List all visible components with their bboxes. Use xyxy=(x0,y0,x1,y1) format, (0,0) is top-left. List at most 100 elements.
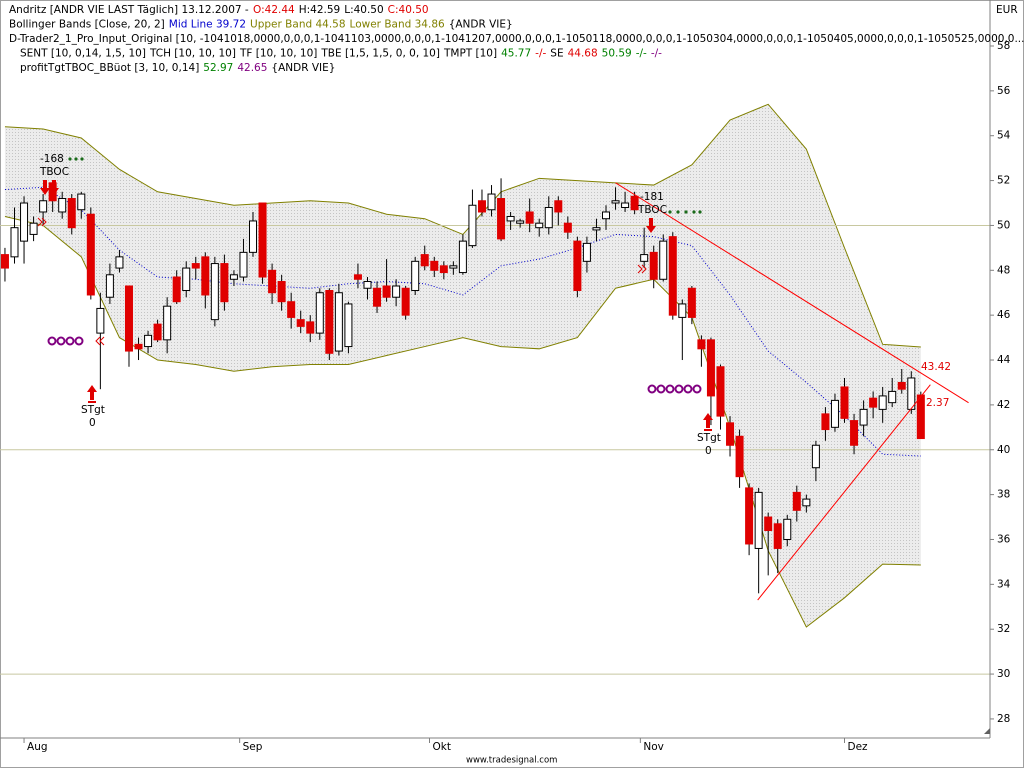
legend-text: 50.59 xyxy=(602,48,632,60)
candle-body xyxy=(191,263,200,269)
candle-body xyxy=(735,435,744,478)
candle-body xyxy=(592,227,601,231)
candle-body xyxy=(640,254,649,262)
candle-body xyxy=(105,274,114,298)
candle-body xyxy=(325,289,334,354)
candle-body xyxy=(392,285,401,298)
candle-body xyxy=(706,339,715,397)
target-circles xyxy=(47,336,702,394)
signal-arrows xyxy=(40,180,713,431)
legend-text: -/- xyxy=(636,48,647,60)
y-tick-label: 48 xyxy=(997,264,1010,276)
annotation: TBOC xyxy=(637,204,667,216)
chevrons xyxy=(37,217,647,346)
signal-dots xyxy=(68,157,702,214)
candle-body xyxy=(783,518,792,540)
candle-body xyxy=(582,242,591,262)
candle-body xyxy=(678,303,687,318)
candle-body xyxy=(897,381,906,390)
candle-body xyxy=(697,339,706,350)
candle-body xyxy=(535,222,544,229)
legend-line: Andritz [ANDR VIE LAST Täglich] 13.12.20… xyxy=(9,4,429,16)
candle-body xyxy=(859,408,868,426)
candle-body xyxy=(468,204,477,247)
candle-body xyxy=(96,307,105,334)
candle-body xyxy=(716,366,725,417)
candle-body xyxy=(363,281,372,289)
annotation: TBOC xyxy=(39,166,69,178)
candle-body xyxy=(477,200,486,213)
candle-body xyxy=(144,334,153,348)
candle-body xyxy=(39,200,48,213)
candle-body xyxy=(525,211,534,224)
candle-body xyxy=(878,395,887,410)
mid-line xyxy=(4,186,921,457)
candle-body xyxy=(621,202,630,208)
candle-body xyxy=(20,202,29,242)
annotation: STgt xyxy=(81,404,105,416)
legend-text: TMPT [10] xyxy=(443,48,497,60)
candle-body xyxy=(821,413,830,431)
candle-body xyxy=(0,254,9,269)
candle-body xyxy=(382,285,391,298)
candle-body xyxy=(229,274,238,280)
candle-body xyxy=(172,276,181,303)
candle-body xyxy=(67,198,76,229)
candle-body xyxy=(649,251,658,280)
legend-text: 44.68 xyxy=(568,48,598,60)
candle-body xyxy=(840,386,849,419)
candle-body xyxy=(916,394,925,440)
y-tick-label: 58 xyxy=(997,40,1010,52)
candle-body xyxy=(869,397,878,408)
x-tick-label: Okt xyxy=(433,741,451,753)
candle-body xyxy=(888,390,897,404)
annotation: -181 xyxy=(640,191,664,203)
candle-body xyxy=(573,240,582,291)
candle-body xyxy=(210,263,219,321)
candle-body xyxy=(745,487,754,545)
y-tick-label: 44 xyxy=(997,354,1011,366)
candle-body xyxy=(449,265,458,269)
candle-body xyxy=(659,240,668,280)
legend-text: 45.77 xyxy=(501,48,531,60)
candle-body xyxy=(907,377,916,410)
candle-body xyxy=(687,287,696,318)
candle-body xyxy=(792,491,801,511)
legend-text: profitTgtTBOC_BBüot [3, 10, 0,14] xyxy=(20,62,199,74)
candle-body xyxy=(754,491,763,549)
candle-body xyxy=(726,422,735,446)
candle-body xyxy=(306,321,315,334)
candle-body xyxy=(268,269,277,294)
legend-text: Bollinger Bands [Close, 20, 2] xyxy=(9,19,165,31)
candle-body xyxy=(29,222,38,235)
candle-body xyxy=(401,287,410,316)
candle-body xyxy=(630,195,639,211)
trendline xyxy=(615,182,969,404)
annotation: -168 xyxy=(40,153,64,165)
legend-text: TF [10, 10, 10] xyxy=(239,48,317,60)
candle-body xyxy=(287,301,296,318)
legend-text: Andritz [ANDR VIE LAST Täglich] 13.12.20… xyxy=(9,4,249,16)
candle-body xyxy=(516,220,525,224)
legend-text: -/- xyxy=(535,48,546,60)
legend-text: {ANDR VIE} xyxy=(271,62,335,74)
y-tick-label: 50 xyxy=(997,219,1010,231)
trendline xyxy=(757,384,931,601)
candle-body xyxy=(163,305,172,341)
candle-body xyxy=(563,222,572,233)
candle-body xyxy=(439,265,448,274)
legend-line: profitTgtTBOC_BBüot [3, 10, 0,14] 52.97 42… xyxy=(20,62,335,74)
annotation: 0 xyxy=(89,417,96,429)
legend-text: Mid Line 39.72 xyxy=(169,19,246,31)
candle-body xyxy=(249,220,258,253)
annotation: 2.37 xyxy=(926,397,949,409)
candle-body xyxy=(258,202,267,278)
legend-text: 52.97 xyxy=(203,62,233,74)
x-tick-label: Aug xyxy=(27,741,48,753)
candle-body xyxy=(802,498,811,507)
candle-body xyxy=(201,256,210,296)
legend-text: Upper Band 44.58 xyxy=(250,19,345,31)
candle-body xyxy=(58,198,67,213)
legend-text: TBE [1,5, 1,5, 0, 0, 10] xyxy=(320,48,440,60)
